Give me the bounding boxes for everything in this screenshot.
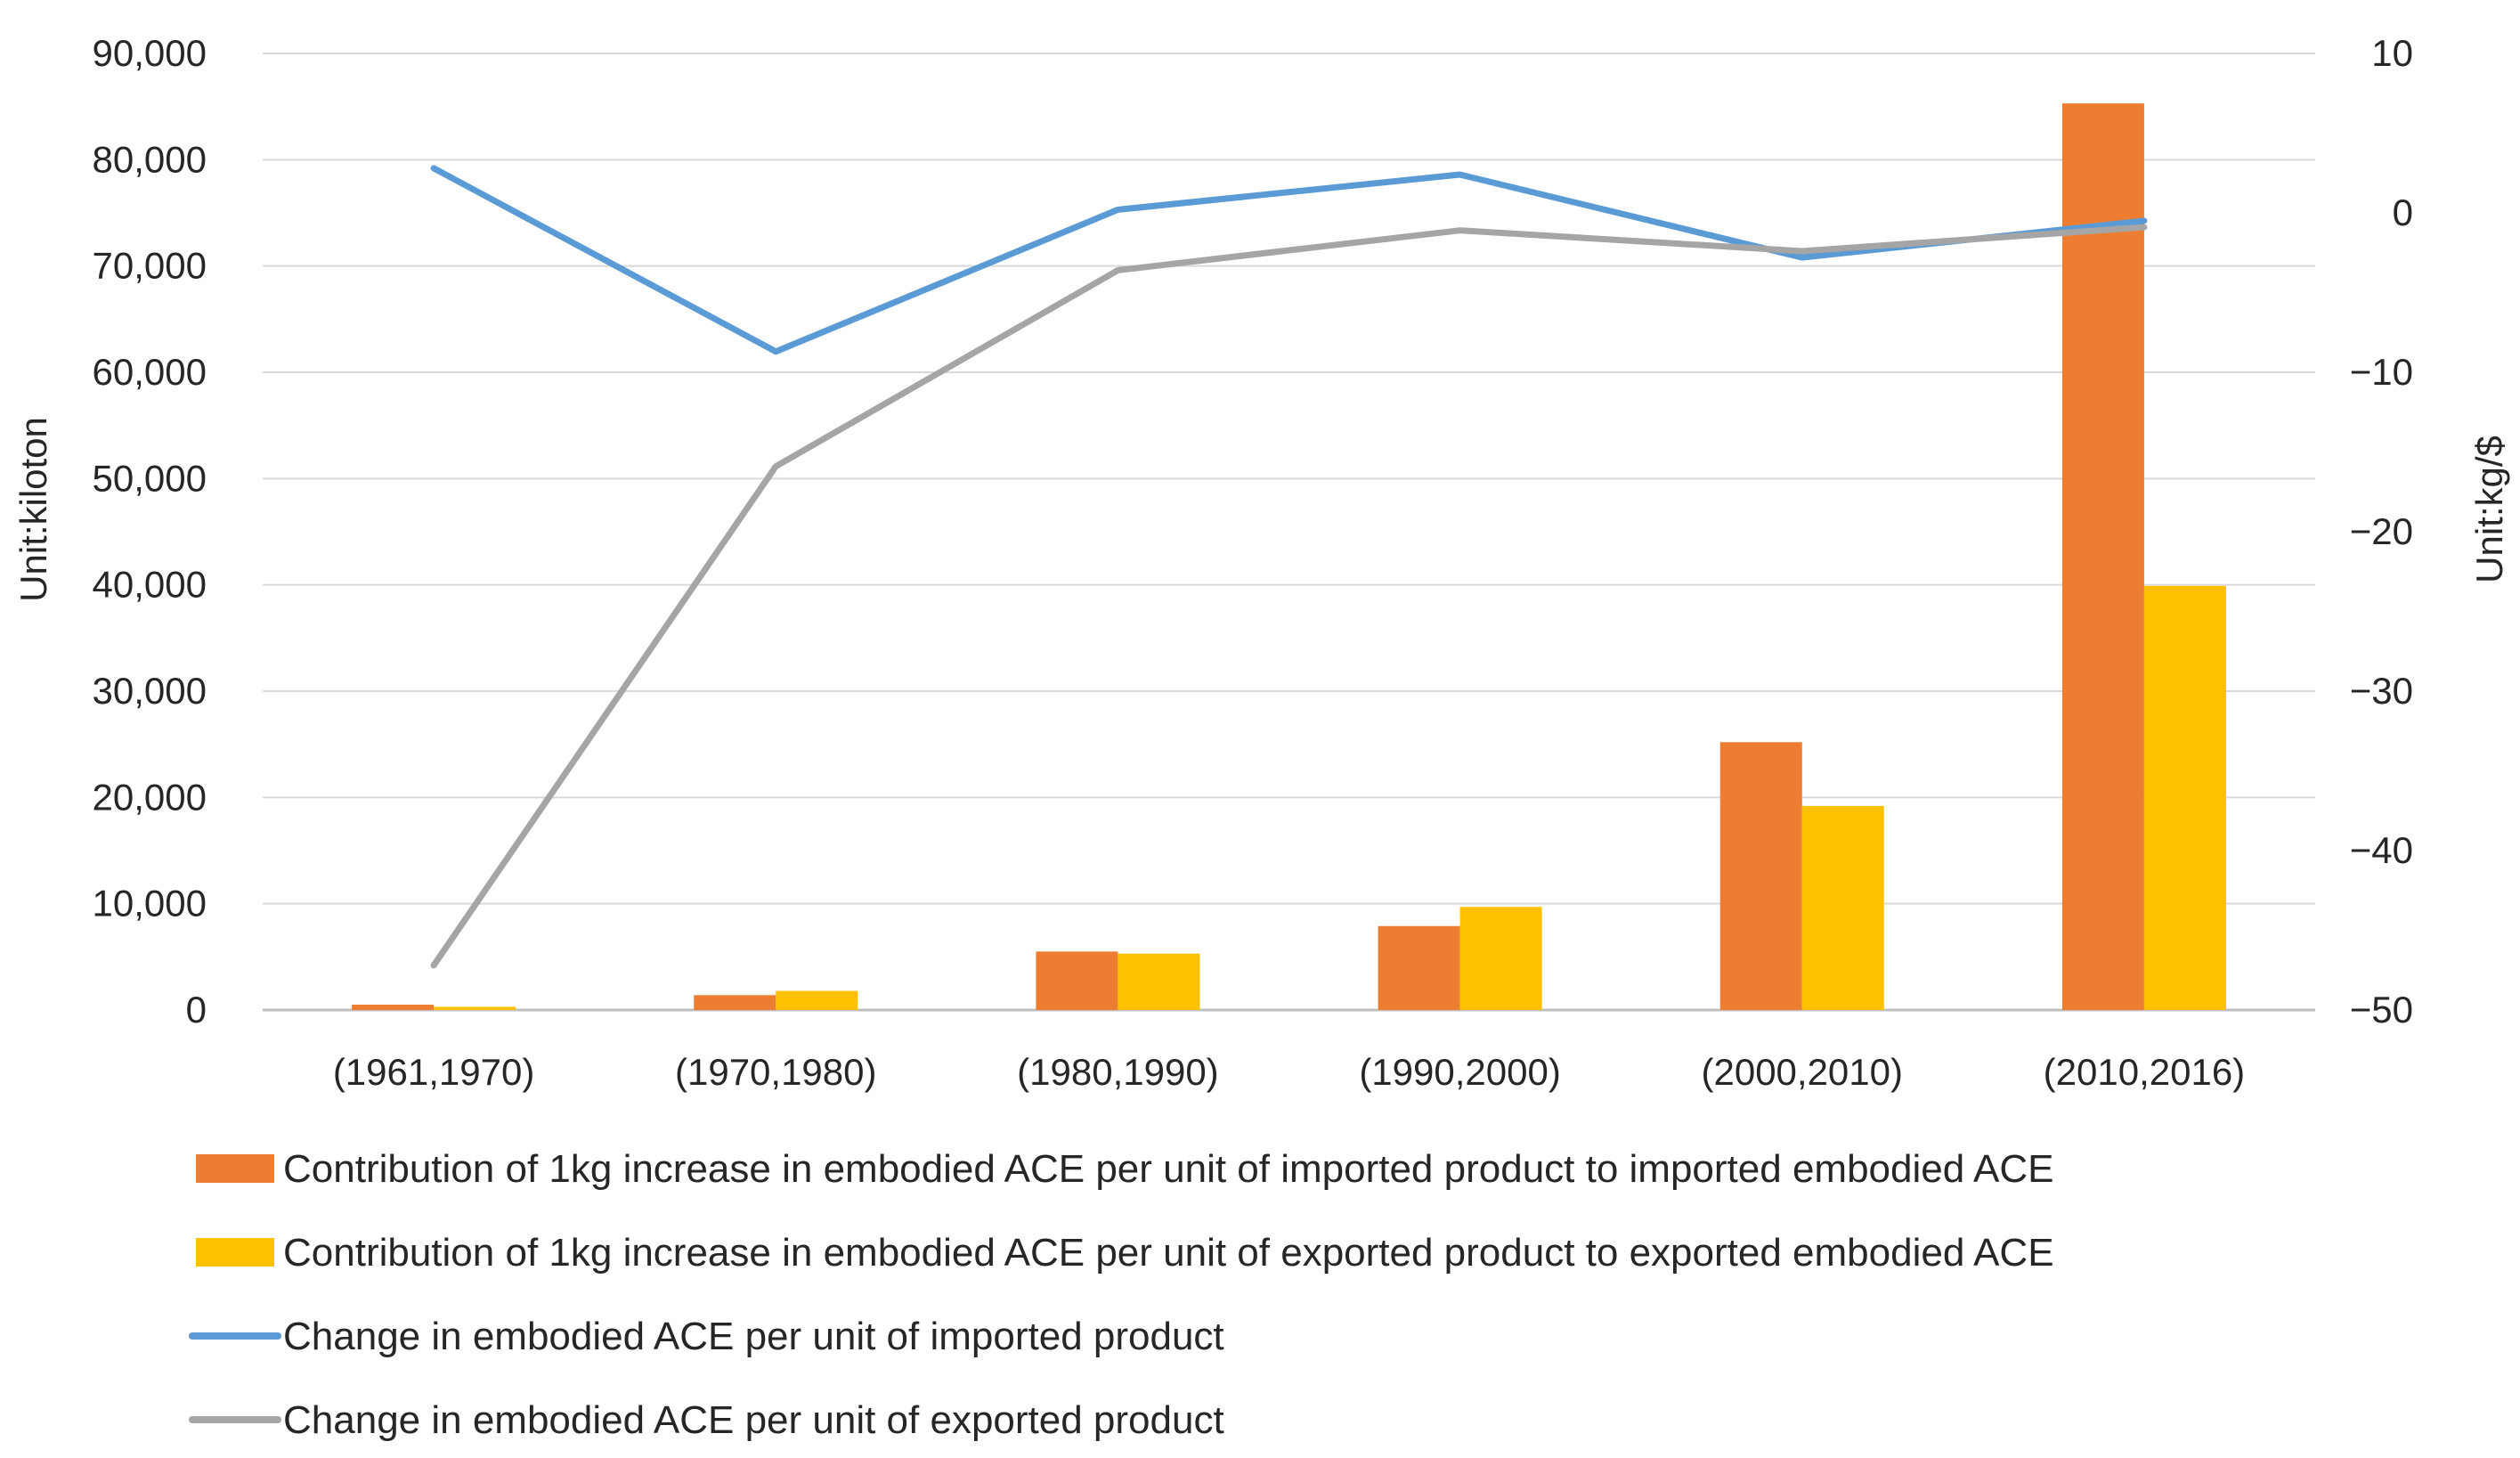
legend-label: Change in embodied ACE per unit of expor…: [283, 1398, 1224, 1442]
bar: [776, 990, 858, 1010]
left-tick-label: 30,000: [93, 670, 207, 712]
bar: [352, 1005, 435, 1010]
left-tick-label: 60,000: [93, 351, 207, 393]
left-tick-label: 50,000: [93, 457, 207, 499]
bar: [1801, 805, 1884, 1010]
legend-label: Contribution of 1kg increase in embodied…: [283, 1231, 2054, 1275]
bar: [694, 995, 776, 1010]
right-tick-label: −40: [2350, 829, 2413, 871]
series-line: [430, 165, 2148, 355]
category-label: (2000,2010): [1701, 1051, 1903, 1093]
category-label: (1980,1990): [1017, 1051, 1219, 1093]
bar: [1459, 907, 1542, 1010]
bar: [1719, 742, 1802, 1010]
legend-label: Change in embodied ACE per unit of impor…: [283, 1315, 1224, 1358]
left-axis-title: Unit:kiloton: [12, 417, 54, 602]
series-line: [430, 224, 2148, 969]
category-axis-ticks: (1961,1970) (1970,1980) (1980,1990) (1990,2…: [333, 1051, 2245, 1093]
left-tick-label: 40,000: [93, 564, 207, 606]
right-axis-title: Unit:kg/$: [2468, 436, 2510, 583]
left-tick-label: 70,000: [93, 245, 207, 287]
left-tick-label: 0: [186, 989, 207, 1030]
left-tick-label: 10,000: [93, 883, 207, 924]
right-tick-label: −50: [2350, 989, 2413, 1030]
line-series: [430, 165, 2148, 969]
right-tick-label: −30: [2350, 670, 2413, 712]
right-tick-label: −10: [2350, 351, 2413, 393]
legend-swatch: [196, 1154, 274, 1183]
legend-swatch: [196, 1238, 274, 1267]
right-tick-label: 10: [2371, 32, 2413, 74]
right-tick-label: 0: [2393, 191, 2413, 233]
legend: Contribution of 1kg increase in embodied…: [189, 1147, 2054, 1442]
bar: [1118, 953, 1200, 1010]
bar-series: [352, 103, 2226, 1010]
category-label: (2010,2016): [2044, 1051, 2246, 1093]
bar: [434, 1006, 516, 1010]
category-label: (1961,1970): [333, 1051, 535, 1093]
right-axis-ticks: −50 −40 −30 −20 −10 0 10: [2350, 32, 2413, 1030]
right-tick-label: −20: [2350, 510, 2413, 552]
bar: [1378, 925, 1460, 1010]
category-label: (1970,1980): [675, 1051, 877, 1093]
left-tick-label: 20,000: [93, 776, 207, 818]
bar: [1036, 951, 1118, 1010]
left-tick-label: 80,000: [93, 138, 207, 180]
left-tick-label: 90,000: [93, 32, 207, 74]
legend-label: Contribution of 1kg increase in embodied…: [283, 1147, 2053, 1191]
bar: [2143, 585, 2226, 1010]
gridlines: [263, 53, 2315, 1012]
category-label: (1990,2000): [1359, 1051, 1561, 1093]
bar: [2061, 103, 2144, 1010]
left-axis-ticks: 0 10,000 20,000 30,000 40,000 50,000 60,000 70,…: [93, 32, 207, 1030]
